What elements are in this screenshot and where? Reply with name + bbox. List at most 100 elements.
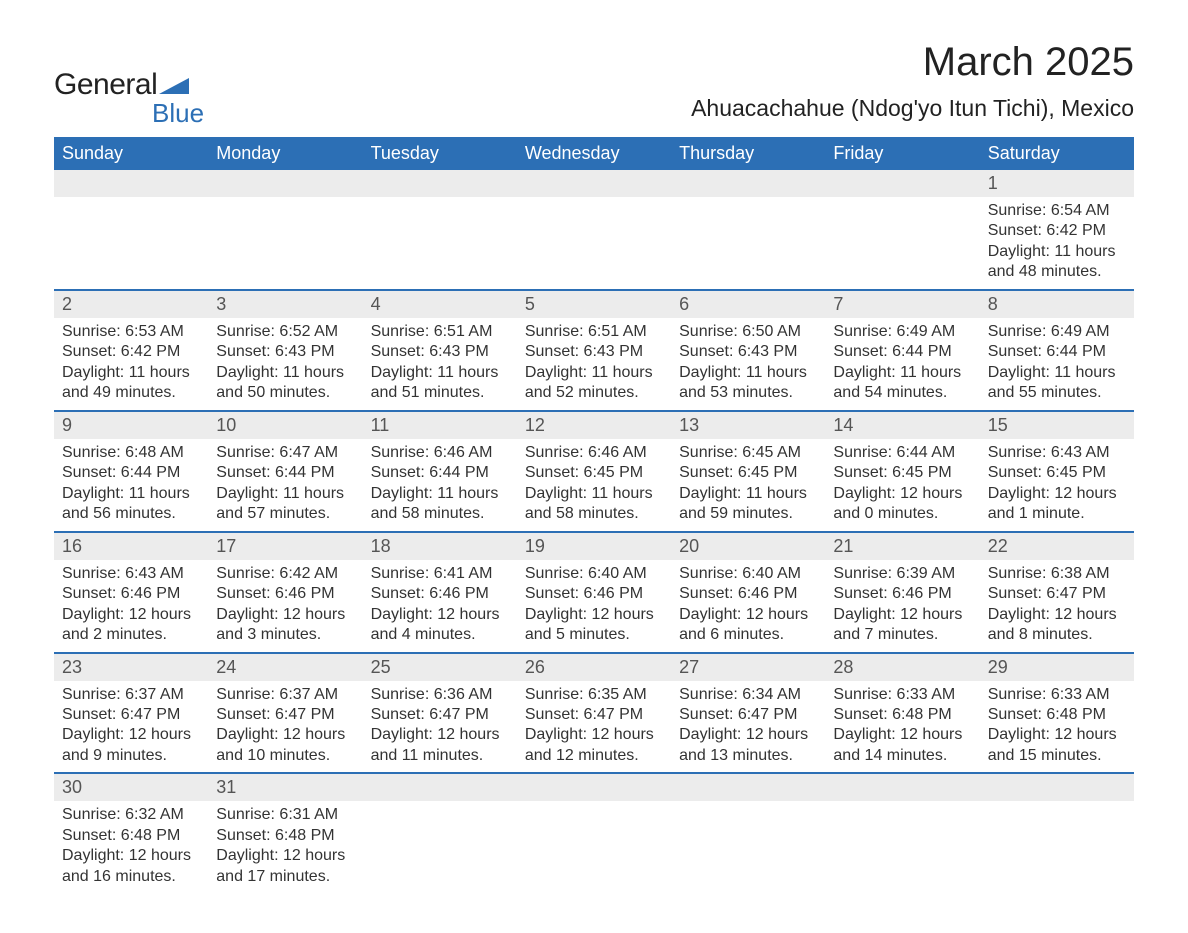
day-info-line: Sunset: 6:45 PM — [679, 463, 817, 483]
day-info-line: Sunset: 6:47 PM — [371, 705, 509, 725]
day-info-line: Daylight: 11 hours — [679, 484, 817, 504]
day-info-line: Daylight: 12 hours — [525, 725, 663, 745]
day-info-line: Sunrise: 6:44 AM — [833, 443, 971, 463]
day-info-line: Daylight: 11 hours — [371, 484, 509, 504]
day-info-line: and 0 minutes. — [833, 504, 971, 524]
day-info-cell — [825, 197, 979, 290]
day-number-cell — [517, 170, 671, 197]
day-info-cell: Sunrise: 6:51 AMSunset: 6:43 PMDaylight:… — [517, 318, 671, 411]
day-info-cell: Sunrise: 6:42 AMSunset: 6:46 PMDaylight:… — [208, 560, 362, 653]
day-info-line: and 56 minutes. — [62, 504, 200, 524]
brand-logo: General Blue — [54, 68, 204, 129]
day-info-cell: Sunrise: 6:32 AMSunset: 6:48 PMDaylight:… — [54, 801, 208, 893]
day-number-cell: 7 — [825, 290, 979, 318]
day-number-cell — [825, 773, 979, 801]
day-number-cell — [363, 170, 517, 197]
day-number-cell: 25 — [363, 653, 517, 681]
day-number-cell: 2 — [54, 290, 208, 318]
day-info-cell — [208, 197, 362, 290]
day-info-cell — [980, 801, 1134, 893]
day-info-cell: Sunrise: 6:46 AMSunset: 6:45 PMDaylight:… — [517, 439, 671, 532]
day-info-line: Sunset: 6:46 PM — [216, 584, 354, 604]
day-info-cell: Sunrise: 6:35 AMSunset: 6:47 PMDaylight:… — [517, 681, 671, 774]
day-number-cell: 26 — [517, 653, 671, 681]
week-info-row: Sunrise: 6:53 AMSunset: 6:42 PMDaylight:… — [54, 318, 1134, 411]
day-header: Friday — [825, 137, 979, 170]
header-right: March 2025 Ahuacachahue (Ndog'yo Itun Ti… — [691, 40, 1134, 122]
day-info-line: Sunset: 6:44 PM — [216, 463, 354, 483]
day-info-line: and 48 minutes. — [988, 262, 1126, 282]
day-info-cell — [517, 801, 671, 893]
day-number-cell: 10 — [208, 411, 362, 439]
day-info-line: Sunrise: 6:49 AM — [833, 322, 971, 342]
week-daynum-row: 23242526272829 — [54, 653, 1134, 681]
day-info-line: and 58 minutes. — [525, 504, 663, 524]
day-info-line: Daylight: 12 hours — [833, 484, 971, 504]
day-number-cell: 8 — [980, 290, 1134, 318]
day-info-line: Sunset: 6:48 PM — [988, 705, 1126, 725]
day-info-line: and 57 minutes. — [216, 504, 354, 524]
day-info-cell: Sunrise: 6:44 AMSunset: 6:45 PMDaylight:… — [825, 439, 979, 532]
day-info-line: and 13 minutes. — [679, 746, 817, 766]
day-number-cell: 6 — [671, 290, 825, 318]
day-info-line: Sunrise: 6:33 AM — [988, 685, 1126, 705]
day-info-line: Daylight: 11 hours — [988, 363, 1126, 383]
day-info-line: Daylight: 12 hours — [216, 846, 354, 866]
day-info-line: Sunset: 6:47 PM — [525, 705, 663, 725]
day-info-line: Sunset: 6:43 PM — [216, 342, 354, 362]
day-info-line: Sunset: 6:43 PM — [371, 342, 509, 362]
day-info-line: Daylight: 12 hours — [62, 605, 200, 625]
day-info-line: Sunrise: 6:31 AM — [216, 805, 354, 825]
day-number-cell — [671, 773, 825, 801]
brand-name-part1: General — [54, 68, 157, 102]
day-info-line: Sunset: 6:46 PM — [679, 584, 817, 604]
calendar-table: Sunday Monday Tuesday Wednesday Thursday… — [54, 137, 1134, 893]
day-info-line: Daylight: 11 hours — [679, 363, 817, 383]
day-info-line: and 10 minutes. — [216, 746, 354, 766]
day-number-cell: 22 — [980, 532, 1134, 560]
day-number-cell: 5 — [517, 290, 671, 318]
day-info-line: and 53 minutes. — [679, 383, 817, 403]
day-number-cell: 18 — [363, 532, 517, 560]
day-info-line: and 11 minutes. — [371, 746, 509, 766]
day-header-row: Sunday Monday Tuesday Wednesday Thursday… — [54, 137, 1134, 170]
day-info-line: Sunset: 6:44 PM — [988, 342, 1126, 362]
day-info-line: Daylight: 12 hours — [988, 484, 1126, 504]
day-number-cell — [517, 773, 671, 801]
day-info-line: Sunrise: 6:32 AM — [62, 805, 200, 825]
day-number-cell: 21 — [825, 532, 979, 560]
day-info-line: Sunset: 6:46 PM — [62, 584, 200, 604]
day-number-cell: 1 — [980, 170, 1134, 197]
day-info-line: Sunset: 6:42 PM — [988, 221, 1126, 241]
day-info-line: Daylight: 11 hours — [62, 484, 200, 504]
week-daynum-row: 3031 — [54, 773, 1134, 801]
day-header: Monday — [208, 137, 362, 170]
day-number-cell: 23 — [54, 653, 208, 681]
day-info-line: Sunset: 6:47 PM — [679, 705, 817, 725]
day-info-line: and 55 minutes. — [988, 383, 1126, 403]
day-number-cell: 15 — [980, 411, 1134, 439]
day-info-line: Daylight: 11 hours — [62, 363, 200, 383]
day-info-line: Sunset: 6:44 PM — [833, 342, 971, 362]
day-info-line: Sunrise: 6:47 AM — [216, 443, 354, 463]
day-info-line: Daylight: 12 hours — [62, 725, 200, 745]
day-number-cell — [208, 170, 362, 197]
day-info-cell: Sunrise: 6:38 AMSunset: 6:47 PMDaylight:… — [980, 560, 1134, 653]
day-info-line: Daylight: 11 hours — [216, 363, 354, 383]
day-info-line: and 17 minutes. — [216, 867, 354, 887]
day-info-cell — [517, 197, 671, 290]
day-info-line: Sunset: 6:46 PM — [833, 584, 971, 604]
day-info-line: and 49 minutes. — [62, 383, 200, 403]
day-info-line: and 8 minutes. — [988, 625, 1126, 645]
day-info-line: and 7 minutes. — [833, 625, 971, 645]
day-info-line: and 9 minutes. — [62, 746, 200, 766]
week-info-row: Sunrise: 6:48 AMSunset: 6:44 PMDaylight:… — [54, 439, 1134, 532]
day-info-cell: Sunrise: 6:36 AMSunset: 6:47 PMDaylight:… — [363, 681, 517, 774]
day-info-line: and 12 minutes. — [525, 746, 663, 766]
week-daynum-row: 2345678 — [54, 290, 1134, 318]
day-number-cell — [980, 773, 1134, 801]
location-subtitle: Ahuacachahue (Ndog'yo Itun Tichi), Mexic… — [691, 95, 1134, 122]
day-number-cell: 14 — [825, 411, 979, 439]
day-info-line: Sunrise: 6:37 AM — [62, 685, 200, 705]
day-info-cell: Sunrise: 6:34 AMSunset: 6:47 PMDaylight:… — [671, 681, 825, 774]
